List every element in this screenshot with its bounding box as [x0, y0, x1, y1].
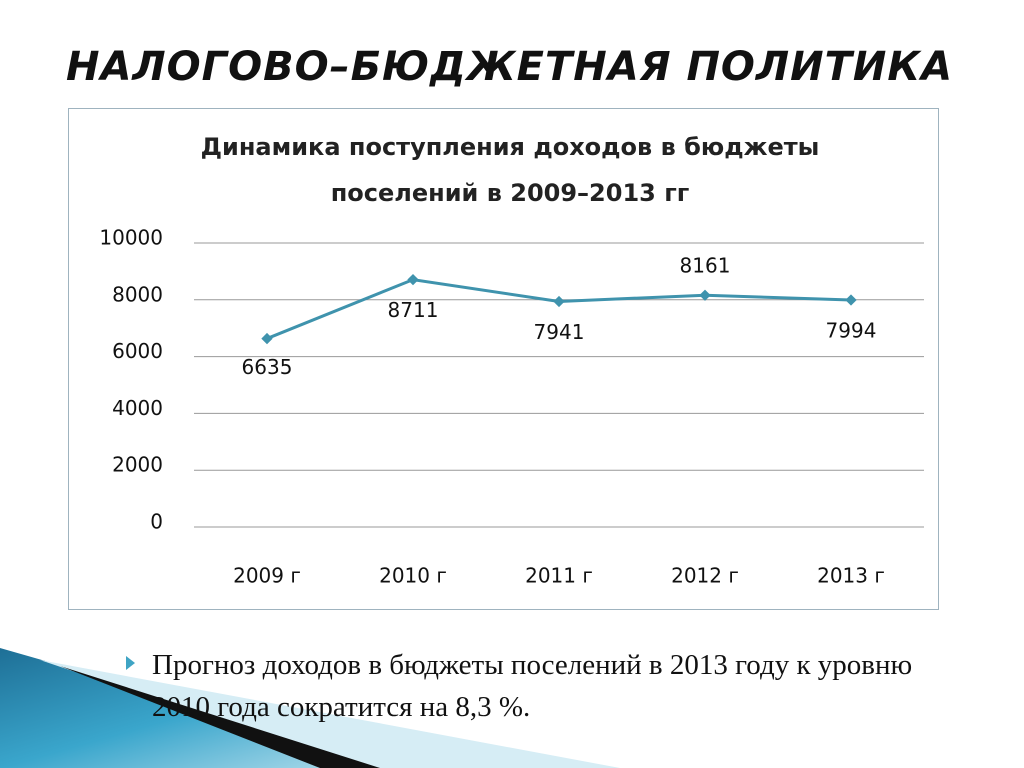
x-tick-label: 2012 г: [671, 564, 739, 588]
slide-title: НАЛОГОВО–БЮДЖЕТНАЯ ПОЛИТИКА: [66, 44, 954, 90]
bullet-marker: [126, 656, 135, 670]
y-tick-label: 4000: [112, 396, 163, 420]
chart-frame: [68, 108, 939, 610]
marker: [407, 273, 419, 286]
value-label: 7994: [826, 318, 877, 342]
y-tick-label: 10000: [99, 226, 163, 250]
marker: [553, 295, 565, 308]
x-tick-label: 2009 г: [233, 564, 301, 588]
y-tick-label: 6000: [112, 339, 163, 363]
x-tick-label: 2011 г: [525, 564, 593, 588]
wave: [40, 660, 620, 768]
y-tick-label: 2000: [112, 453, 163, 477]
y-tick-label: 0: [150, 510, 163, 534]
bullet-text: Прогноз доходов в бюджеты поселений в 20…: [152, 649, 913, 723]
value-label: 6635: [242, 355, 293, 379]
marker: [261, 332, 273, 345]
x-tick-label: 2010 г: [379, 564, 447, 588]
marker: [845, 294, 857, 306]
value-label: 8711: [388, 298, 439, 322]
y-tick-label: 8000: [112, 282, 163, 306]
x-tick-label: 2013 г: [817, 564, 885, 588]
chart-title: Динамика поступления доходов в бюджеты п…: [200, 133, 820, 207]
value-label: 7941: [534, 320, 585, 344]
value-label: 8161: [680, 254, 731, 278]
wave: [60, 666, 380, 768]
marker: [699, 289, 711, 301]
